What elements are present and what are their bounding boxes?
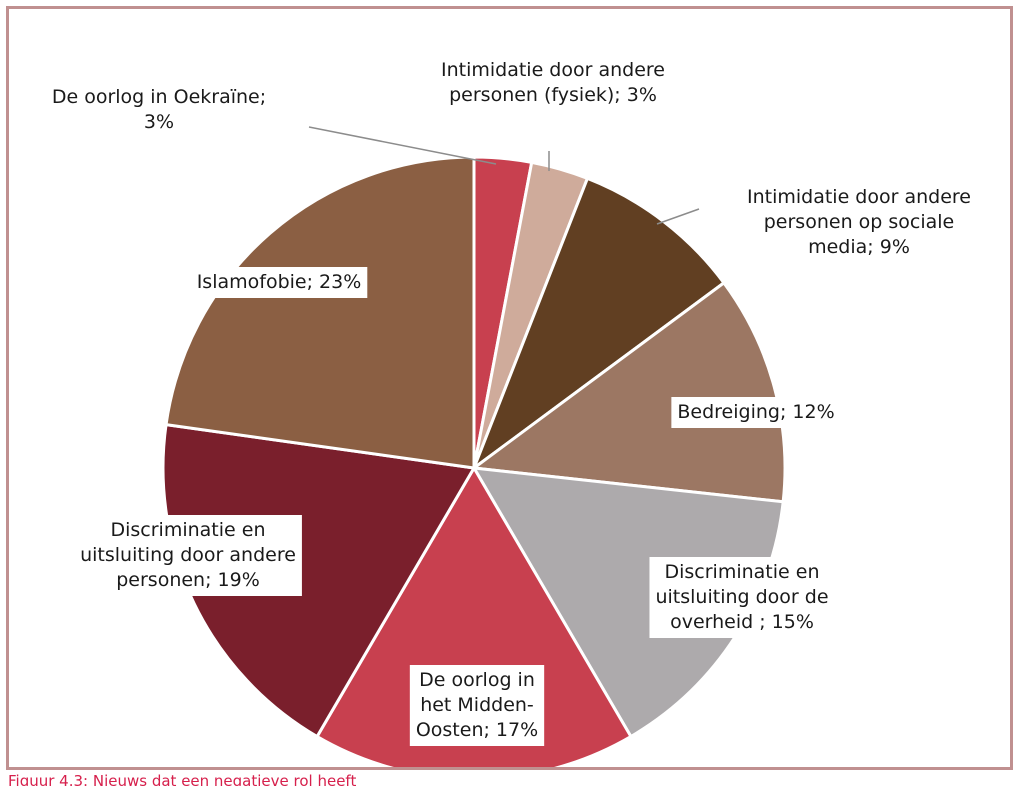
pie-chart: De oorlog in Oekraïne; 3% Intimidatie door… [45,55,978,767]
slice-label: Bedreiging; 12% [671,397,841,428]
slice-label-line: Bedreiging; 12% [677,401,834,423]
slice-label-line: personen; 19% [116,569,260,591]
leader-line [656,208,700,225]
slice-label: Islamofobie; 23% [190,267,368,298]
pie-slice [470,176,726,473]
slice-label-line: uitsluiting door andere [80,544,296,566]
figure-caption: Figuur 4.3: Nieuws dat een negatieve rol… [8,772,357,786]
slice-label-line: personen op sociale [764,211,954,233]
slice-label-line: media; 9% [808,236,910,258]
slice-label-line: De oorlog in Oekraïne; [52,86,266,108]
slice-label: Intimidatie door andere personen op socia… [740,182,978,263]
chart-frame: De oorlog in Oekraïne; 3% Intimidatie door… [6,6,1013,770]
slice-label-line: 3% [144,111,174,133]
slice-label-line: personen (fysiek); 3% [449,84,657,106]
slice-label: Discriminatie en uitsluiting door de overh… [649,557,835,638]
slice-label-line: Oosten; 17% [416,719,538,741]
slice-label-line: Islamofobie; 23% [197,271,362,293]
slice-label-line: Discriminatie en [664,561,819,583]
slice-label: De oorlog in Oekraïne; 3% [45,82,273,138]
pie-slice [161,422,477,739]
slice-label-line: De oorlog in [419,669,535,691]
slice-label-line: uitsluiting door de [655,586,828,608]
slice-label-line: het Midden- [420,694,534,716]
pie-slice [470,280,787,504]
pie-slice [315,465,633,767]
slice-label-line: Intimidatie door andere [747,186,971,208]
slice-label-line: Discriminatie en [110,519,265,541]
pie-slice [164,155,476,470]
slice-label: Discriminatie en uitsluiting door andere p… [74,515,302,596]
slice-label-line: Intimidatie door andere [441,59,665,81]
slice-label-line: overheid ; 15% [670,611,814,633]
slice-label: Intimidatie door andere personen (fysiek)… [434,55,672,111]
leader-line [308,126,497,165]
slice-label: De oorlog in het Midden- Oosten; 17% [409,665,545,746]
